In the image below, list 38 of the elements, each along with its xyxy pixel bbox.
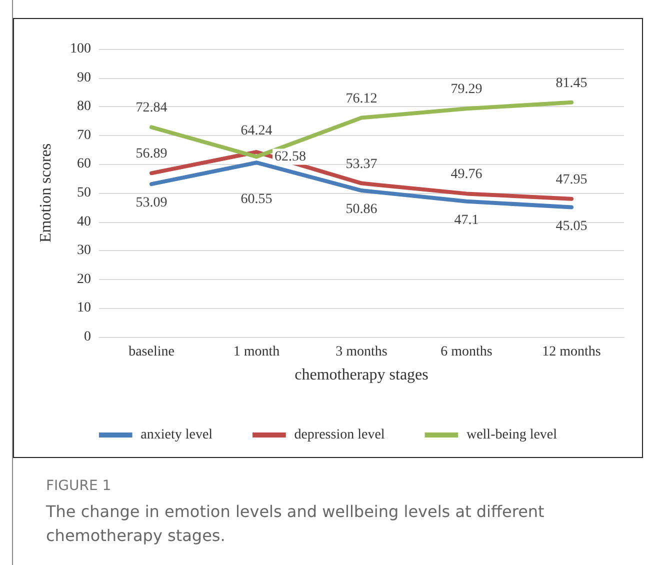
data-label: 53.37 <box>346 156 378 172</box>
data-label: 45.05 <box>556 218 588 234</box>
x-tick-label: 6 months <box>440 344 492 360</box>
data-label: 64.24 <box>240 123 272 138</box>
y-tick-label: 40 <box>77 214 91 230</box>
y-tick-label: 50 <box>77 186 91 200</box>
legend-label: depression level <box>294 428 385 442</box>
x-tick-label: 3 months <box>336 344 388 360</box>
y-axis-title: Emotion scores <box>38 143 54 243</box>
data-label: 72.84 <box>136 100 168 116</box>
x-axis-title: chemotherapy stages <box>294 366 428 384</box>
data-label: 60.55 <box>240 192 272 208</box>
y-tick-label: 20 <box>77 272 91 287</box>
x-tick-label: 1 month <box>233 344 280 360</box>
data-label: 50.86 <box>346 202 378 218</box>
y-tick-label: 70 <box>77 128 91 143</box>
data-label: 53.09 <box>136 196 168 211</box>
data-label: 56.89 <box>136 146 168 162</box>
data-label: 76.12 <box>346 91 378 106</box>
text: The change in emotion levels and wellbeing levels at different chemotherapy stages. <box>46 501 546 547</box>
data-label: 62.58 <box>274 149 306 164</box>
y-tick-label: 90 <box>77 70 91 86</box>
y-tick-label: 30 <box>77 243 91 258</box>
y-tick-label: 0 <box>84 330 91 344</box>
data-label: 79.29 <box>450 82 482 98</box>
data-label: 47.1 <box>454 212 479 228</box>
data-label: 47.95 <box>556 172 588 188</box>
y-tick-label: 60 <box>77 156 91 172</box>
text: FIGURE 1 <box>46 478 112 494</box>
legend-label: anxiety level <box>140 428 213 442</box>
data-label: 49.76 <box>450 167 482 182</box>
y-tick-label: 80 <box>77 99 91 114</box>
x-tick-label: baseline <box>128 344 174 360</box>
y-tick-label: 10 <box>77 300 91 316</box>
data-label: 81.45 <box>556 76 588 91</box>
y-tick-label: 100 <box>70 42 91 56</box>
legend-label: well-being level <box>466 428 558 442</box>
x-tick-label: 12 months <box>542 344 601 360</box>
